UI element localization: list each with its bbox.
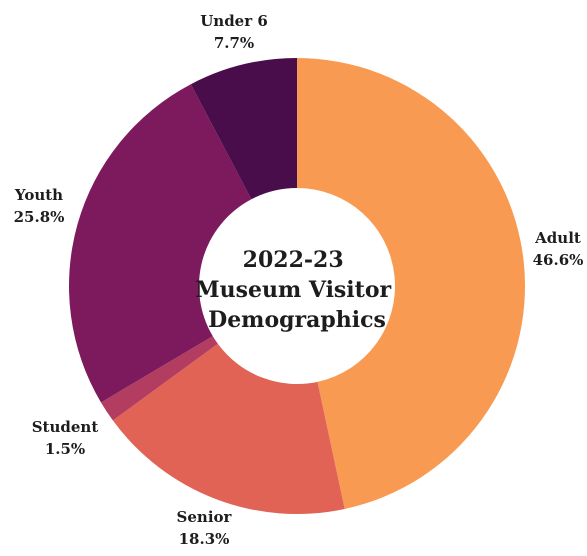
slice-label-adult: Adult 46.6%: [533, 229, 584, 269]
chart-title-line-3: Demographics: [208, 307, 386, 333]
donut-slices: [68, 58, 525, 514]
slice-value-adult: 46.6%: [533, 251, 584, 269]
slice-value-under-6: 7.7%: [214, 34, 254, 52]
slice-label-youth: Youth 25.8%: [14, 186, 65, 226]
slice-youth: [68, 84, 252, 403]
slice-student: [100, 336, 218, 421]
slice-label-student: Student 1.5%: [32, 418, 99, 458]
slice-value-student: 1.5%: [45, 440, 85, 458]
slice-category-under-6: Under 6: [200, 12, 268, 30]
slice-category-senior: Senior: [177, 508, 233, 526]
chart-title: 2022-23 Museum Visitor Demographics: [195, 247, 399, 333]
slice-label-under-6: Under 6 7.7%: [200, 12, 268, 52]
slice-label-senior: Senior 18.3%: [177, 508, 233, 548]
slice-senior: [112, 343, 345, 514]
slice-category-youth: Youth: [14, 186, 63, 204]
slice-category-adult: Adult: [534, 229, 581, 247]
chart-title-line-1: 2022-23: [243, 247, 344, 273]
slice-value-senior: 18.3%: [179, 530, 230, 548]
chart-title-line-2: Museum Visitor: [195, 277, 391, 303]
slice-value-youth: 25.8%: [14, 208, 65, 226]
slice-labels: Adult 46.6% Senior 18.3% Student 1.5% Youth 25.…: [14, 12, 584, 548]
slice-adult: [297, 58, 525, 509]
slice-category-student: Student: [32, 418, 99, 436]
slice-under-6: [190, 58, 297, 200]
